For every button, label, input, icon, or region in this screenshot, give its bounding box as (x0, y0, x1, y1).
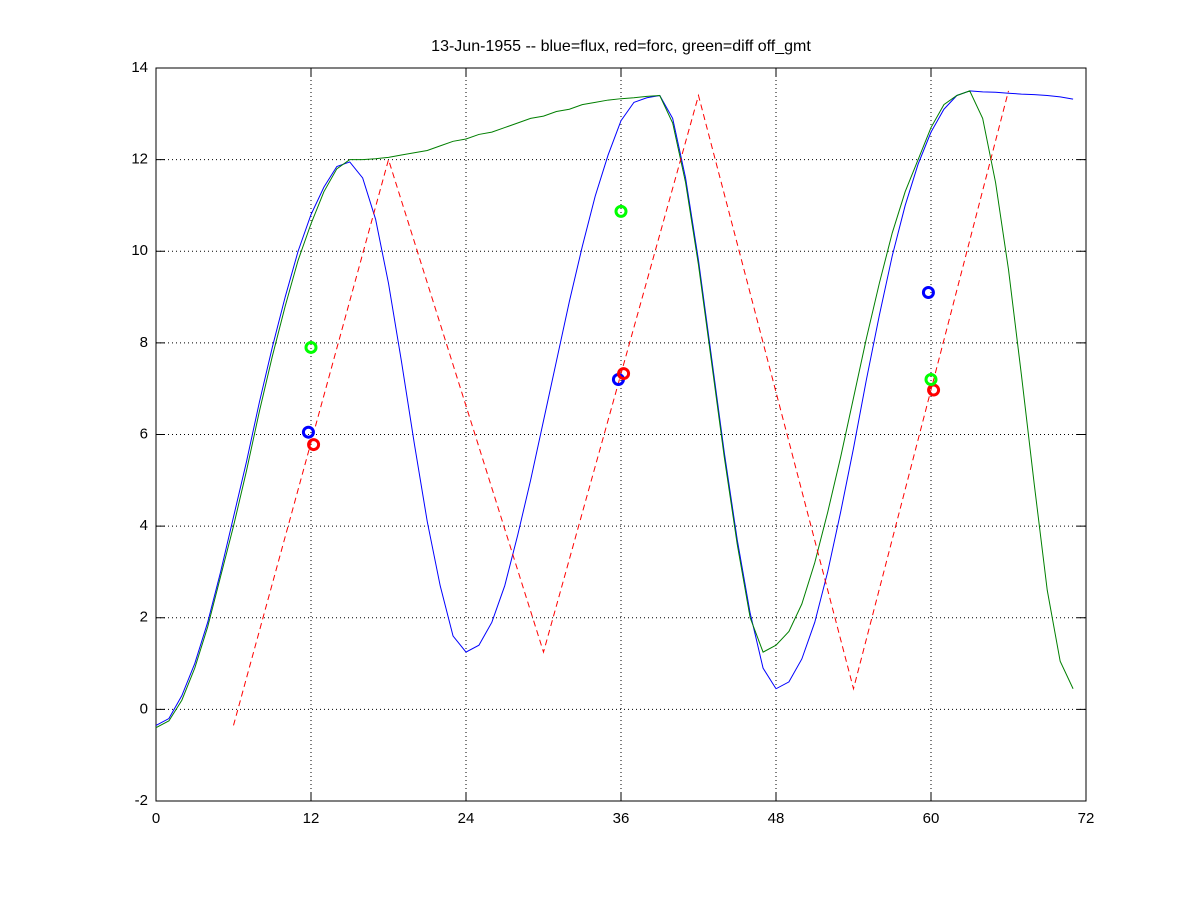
x-tick-label: 48 (768, 810, 785, 827)
y-tick-label: 14 (131, 59, 148, 76)
data-point (921, 285, 935, 299)
x-tick-label: 36 (613, 810, 630, 827)
y-tick-label: 4 (140, 517, 148, 534)
y-tick-label: 0 (140, 700, 148, 717)
x-tick-label: 12 (303, 810, 320, 827)
x-tick-label: 72 (1078, 810, 1095, 827)
x-tick-label: 24 (458, 810, 475, 827)
data-point (307, 438, 321, 452)
x-tick-label: 60 (923, 810, 940, 827)
y-tick-label: 2 (140, 609, 148, 626)
axes-box (155, 67, 1087, 802)
data-point (924, 373, 938, 387)
data-line (155, 90, 1074, 729)
data-point (614, 204, 628, 218)
data-point (617, 367, 631, 381)
y-tick-label: 12 (131, 151, 148, 168)
y-tick-label: 10 (131, 242, 148, 259)
chart-title: 13-Jun-1955 -- blue=flux, red=forc, gree… (431, 38, 811, 55)
y-tick-label: -2 (135, 792, 148, 809)
x-tick-label: 0 (152, 810, 160, 827)
data-point (304, 340, 318, 354)
y-tick-label: 6 (140, 425, 148, 442)
y-tick-label: 8 (140, 334, 148, 351)
data-point (301, 425, 315, 439)
data-line (155, 90, 1074, 726)
